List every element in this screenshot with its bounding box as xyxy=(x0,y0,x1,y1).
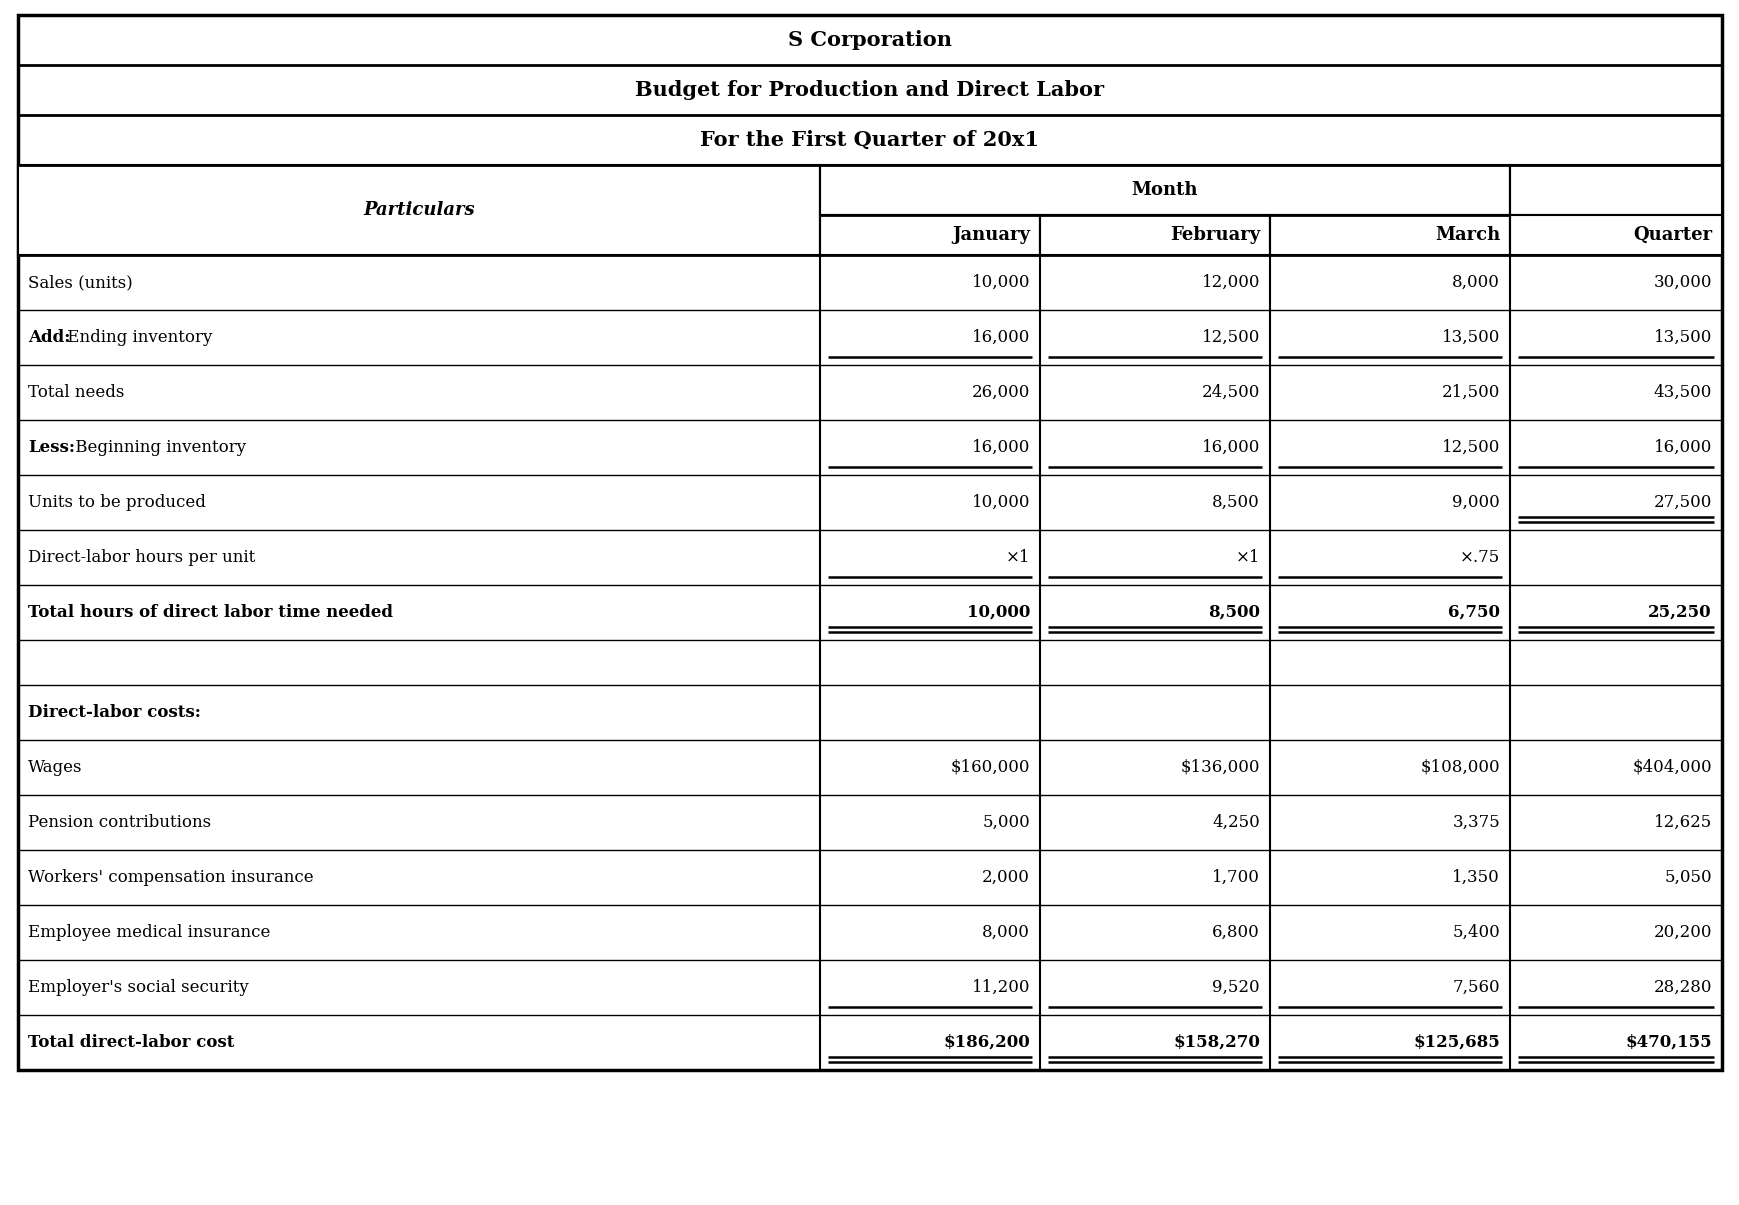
Text: Add:: Add: xyxy=(28,329,70,346)
Text: Month: Month xyxy=(1130,181,1198,199)
Text: Total hours of direct labor time needed: Total hours of direct labor time needed xyxy=(28,604,393,621)
Bar xyxy=(17,14,1722,1070)
Text: 7,560: 7,560 xyxy=(1452,978,1499,997)
Text: Total direct-labor cost: Total direct-labor cost xyxy=(28,1034,235,1051)
Text: 3,375: 3,375 xyxy=(1452,815,1499,831)
Text: January: January xyxy=(951,227,1029,243)
Text: Employee medical insurance: Employee medical insurance xyxy=(28,924,270,941)
Text: $125,685: $125,685 xyxy=(1412,1034,1499,1051)
Text: 4,250: 4,250 xyxy=(1212,815,1259,831)
Text: Total needs: Total needs xyxy=(28,384,123,401)
Text: 12,000: 12,000 xyxy=(1202,274,1259,290)
Bar xyxy=(1040,214,1269,255)
Text: S Corporation: S Corporation xyxy=(788,30,951,49)
Text: 5,400: 5,400 xyxy=(1452,924,1499,941)
Text: Sales (units): Sales (units) xyxy=(28,274,132,290)
Text: 10,000: 10,000 xyxy=(970,274,1029,290)
Bar xyxy=(1269,214,1509,255)
Text: 8,500: 8,500 xyxy=(1207,604,1259,621)
Text: 24,500: 24,500 xyxy=(1202,384,1259,401)
Text: Wages: Wages xyxy=(28,759,82,776)
Text: 6,800: 6,800 xyxy=(1212,924,1259,941)
Text: Quarter: Quarter xyxy=(1631,227,1711,243)
Bar xyxy=(17,165,819,255)
Text: 12,625: 12,625 xyxy=(1652,815,1711,831)
Text: $108,000: $108,000 xyxy=(1419,759,1499,776)
Text: 10,000: 10,000 xyxy=(970,494,1029,511)
Text: 16,000: 16,000 xyxy=(1652,439,1711,455)
Text: Workers' compensation insurance: Workers' compensation insurance xyxy=(28,869,313,886)
Text: Direct-labor costs:: Direct-labor costs: xyxy=(28,704,200,721)
Text: 16,000: 16,000 xyxy=(1202,439,1259,455)
Text: 16,000: 16,000 xyxy=(970,329,1029,346)
Text: Particulars: Particulars xyxy=(363,201,475,219)
Text: Less:: Less: xyxy=(28,439,75,455)
Text: Beginning inventory: Beginning inventory xyxy=(71,439,247,455)
Text: 43,500: 43,500 xyxy=(1652,384,1711,401)
Text: 12,500: 12,500 xyxy=(1442,439,1499,455)
Text: 5,000: 5,000 xyxy=(983,815,1029,831)
Text: 6,750: 6,750 xyxy=(1447,604,1499,621)
Text: 28,280: 28,280 xyxy=(1652,978,1711,997)
Text: Employer's social security: Employer's social security xyxy=(28,978,249,997)
Text: 30,000: 30,000 xyxy=(1652,274,1711,290)
Text: 11,200: 11,200 xyxy=(970,978,1029,997)
Text: Ending inventory: Ending inventory xyxy=(63,329,212,346)
Text: 26,000: 26,000 xyxy=(970,384,1029,401)
Text: 8,000: 8,000 xyxy=(981,924,1029,941)
Text: $136,000: $136,000 xyxy=(1179,759,1259,776)
Text: ×1: ×1 xyxy=(1235,549,1259,566)
Text: 8,500: 8,500 xyxy=(1212,494,1259,511)
Text: Pension contributions: Pension contributions xyxy=(28,815,210,831)
Text: March: March xyxy=(1435,227,1499,243)
Text: $404,000: $404,000 xyxy=(1631,759,1711,776)
Bar xyxy=(1509,214,1722,255)
Text: 2,000: 2,000 xyxy=(981,869,1029,886)
Text: 9,000: 9,000 xyxy=(1452,494,1499,511)
Text: 5,050: 5,050 xyxy=(1664,869,1711,886)
Text: $470,155: $470,155 xyxy=(1624,1034,1711,1051)
Text: ×.75: ×.75 xyxy=(1459,549,1499,566)
Text: $186,200: $186,200 xyxy=(943,1034,1029,1051)
Text: 13,500: 13,500 xyxy=(1442,329,1499,346)
Text: 21,500: 21,500 xyxy=(1442,384,1499,401)
Text: 1,700: 1,700 xyxy=(1212,869,1259,886)
Text: 10,000: 10,000 xyxy=(967,604,1029,621)
Text: Direct-labor hours per unit: Direct-labor hours per unit xyxy=(28,549,256,566)
Text: 16,000: 16,000 xyxy=(970,439,1029,455)
Text: Budget for Production and Direct Labor: Budget for Production and Direct Labor xyxy=(635,80,1104,100)
Bar xyxy=(1509,165,1722,214)
Text: Units to be produced: Units to be produced xyxy=(28,494,205,511)
Text: 25,250: 25,250 xyxy=(1647,604,1711,621)
Text: $160,000: $160,000 xyxy=(949,759,1029,776)
Bar xyxy=(819,165,1509,214)
Text: 20,200: 20,200 xyxy=(1652,924,1711,941)
Text: 1,350: 1,350 xyxy=(1452,869,1499,886)
Text: $158,270: $158,270 xyxy=(1172,1034,1259,1051)
Text: For the First Quarter of 20x1: For the First Quarter of 20x1 xyxy=(701,130,1038,149)
Text: 13,500: 13,500 xyxy=(1652,329,1711,346)
Bar xyxy=(819,214,1040,255)
Text: ×1: ×1 xyxy=(1005,549,1029,566)
Text: February: February xyxy=(1169,227,1259,243)
Text: 27,500: 27,500 xyxy=(1652,494,1711,511)
Text: 12,500: 12,500 xyxy=(1202,329,1259,346)
Text: 9,520: 9,520 xyxy=(1212,978,1259,997)
Text: 8,000: 8,000 xyxy=(1452,274,1499,290)
